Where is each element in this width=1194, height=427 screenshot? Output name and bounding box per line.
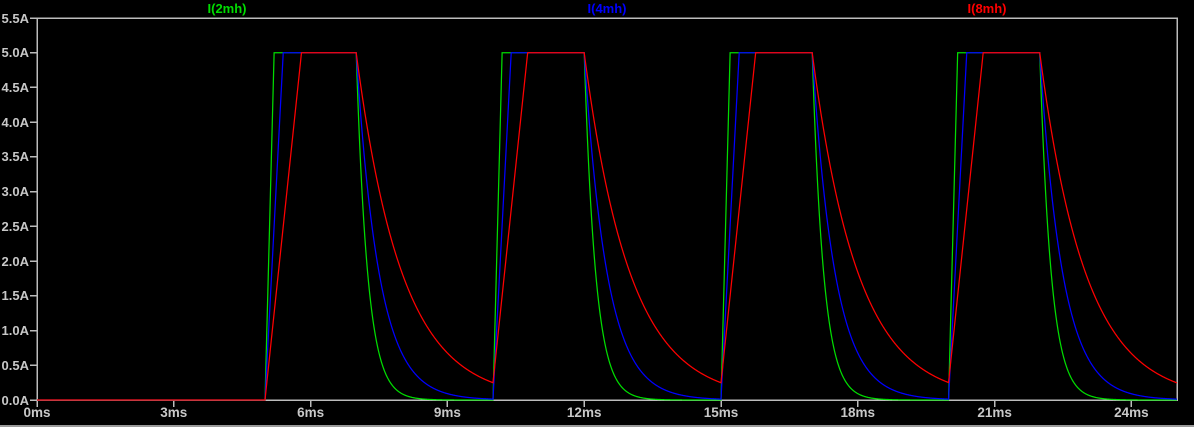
x-axis-tick-label: 12ms <box>566 405 602 420</box>
x-axis-tick-label: 15ms <box>703 405 739 420</box>
y-axis-tick-label: 2.5A <box>1 218 29 234</box>
waveform-trace-i4mh[interactable] <box>37 52 1178 401</box>
window-bottom-edge <box>0 425 1194 427</box>
trace-label-i2mh[interactable]: I(2mh) <box>207 1 247 16</box>
plot-frame <box>36 17 1178 401</box>
trace-label-i4mh[interactable]: I(4mh) <box>587 1 627 16</box>
trace-label-i8mh[interactable]: I(8mh) <box>967 1 1007 16</box>
x-axis-tick-label: 9ms <box>433 405 461 420</box>
y-axis-tick-label: 1.5A <box>1 288 29 304</box>
x-axis-tick-label: 6ms <box>297 405 325 420</box>
x-axis-tick-label: 21ms <box>977 405 1012 420</box>
y-axis-tick-label: 2.0A <box>1 253 29 269</box>
y-axis-tick-label: 0.5A <box>1 357 29 373</box>
y-axis-tick-label: 5.0A <box>1 45 29 61</box>
y-axis-tick-label: 3.0A <box>1 184 29 200</box>
waveform-trace-i8mh[interactable] <box>37 52 1178 401</box>
y-axis-tick-label: 4.0A <box>1 114 29 130</box>
y-axis-tick-label: 4.5A <box>1 79 29 95</box>
x-axis-tick-label: 3ms <box>160 405 188 420</box>
y-axis-tick-label: 3.5A <box>1 149 29 165</box>
x-axis-tick-label: 0ms <box>23 405 51 420</box>
y-axis-tick-label: 0.0A <box>1 392 29 408</box>
x-axis-tick-label: 18ms <box>840 405 876 420</box>
x-axis-tick-label: 24ms <box>1114 405 1149 420</box>
waveform-trace-i2mh[interactable] <box>37 52 1177 401</box>
y-axis-tick-label: 5.5A <box>1 10 29 26</box>
y-axis-tick-label: 1.0A <box>1 323 29 339</box>
